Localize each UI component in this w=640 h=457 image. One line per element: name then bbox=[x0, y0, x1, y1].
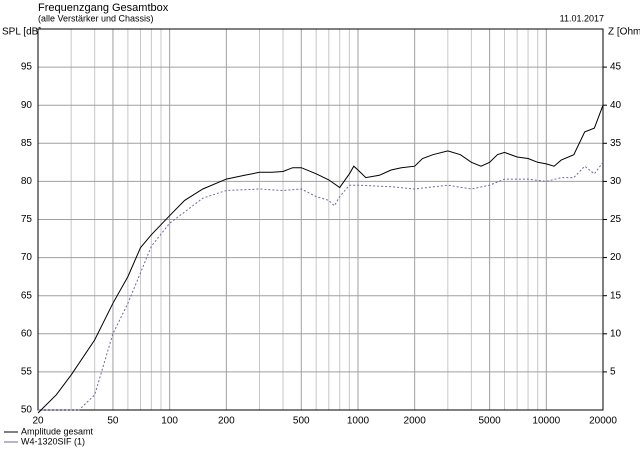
x-tick-label: 10000 bbox=[532, 416, 560, 427]
chart-subtitle: (alle Verstärker und Chassis) bbox=[38, 13, 154, 23]
y2-tick-label: 25 bbox=[610, 214, 622, 225]
y-tick-label: 90 bbox=[21, 100, 33, 111]
x-tick-label: 1000 bbox=[347, 416, 370, 427]
y2-tick-label: 40 bbox=[610, 100, 622, 111]
y-tick-label: 65 bbox=[21, 290, 33, 301]
chart-title: Frequenzgang Gesamtbox bbox=[38, 2, 169, 14]
y-tick-label: 70 bbox=[21, 252, 33, 263]
legend-label: Amplitude gesamt bbox=[21, 426, 94, 436]
y2-tick-label: 20 bbox=[610, 252, 622, 263]
chart-date: 11.01.2017 bbox=[560, 13, 604, 23]
x-tick-label: 2000 bbox=[404, 416, 427, 427]
y2-tick-label: 45 bbox=[610, 62, 622, 73]
y-tick-label: 85 bbox=[21, 138, 33, 149]
x-tick-label: 200 bbox=[218, 416, 235, 427]
y2-axis-label: Z [Ohm] bbox=[608, 27, 640, 38]
x-tick-label: 20000 bbox=[589, 416, 617, 427]
y-tick-label: 95 bbox=[21, 62, 33, 73]
x-tick-label: 50 bbox=[107, 416, 119, 427]
y2-tick-label: 30 bbox=[610, 176, 622, 187]
x-tick-label: 100 bbox=[161, 416, 178, 427]
x-tick-label: 5000 bbox=[478, 416, 501, 427]
x-tick-label: 20 bbox=[32, 416, 44, 427]
y-tick-label: 60 bbox=[21, 328, 33, 339]
y2-tick-label: 35 bbox=[610, 138, 622, 149]
y2-tick-label: 15 bbox=[610, 290, 622, 301]
legend-label: W4-1320SIF (1) bbox=[21, 436, 85, 446]
x-tick-label: 500 bbox=[293, 416, 310, 427]
y-tick-label: 75 bbox=[21, 214, 33, 225]
series-line bbox=[38, 162, 604, 411]
y-axis-label: SPL [dB] bbox=[2, 27, 41, 38]
y-tick-label: 50 bbox=[21, 405, 33, 416]
series-line bbox=[37, 105, 604, 414]
y2-tick-label: 10 bbox=[610, 328, 622, 339]
y-tick-label: 55 bbox=[21, 367, 33, 378]
y2-tick-label: 5 bbox=[610, 367, 616, 378]
plot-frame bbox=[37, 28, 604, 411]
y-tick-label: 80 bbox=[21, 176, 33, 187]
